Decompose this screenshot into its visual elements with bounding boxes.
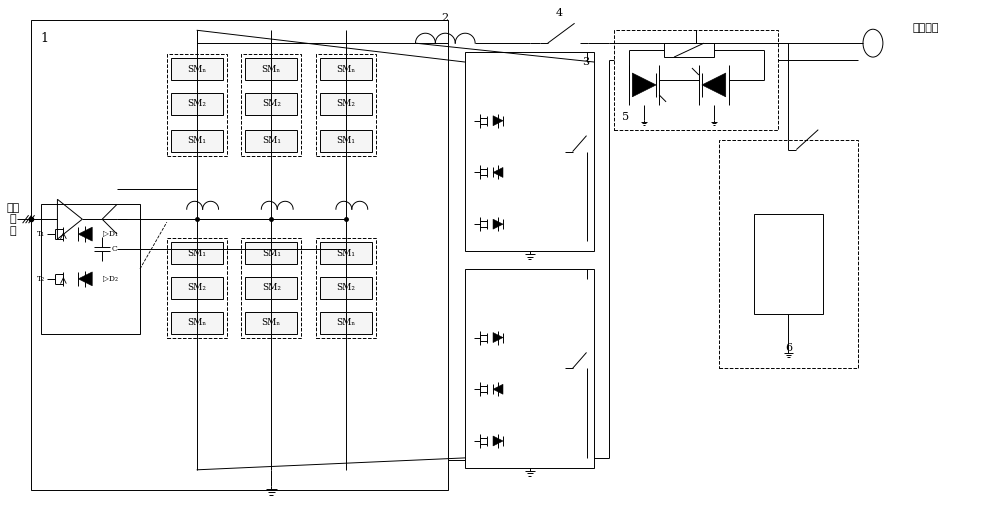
Bar	[320, 312, 372, 333]
Bar	[171, 130, 223, 152]
Text: 6: 6	[785, 344, 792, 353]
Text: 直流线路: 直流线路	[913, 23, 939, 33]
Bar	[31, 20, 448, 490]
Bar	[245, 93, 297, 115]
Polygon shape	[493, 167, 503, 178]
Bar	[320, 277, 372, 299]
Bar	[465, 269, 594, 468]
Bar	[316, 238, 376, 337]
Text: SM₂: SM₂	[187, 99, 206, 108]
Text: SM₂: SM₂	[336, 284, 355, 292]
Polygon shape	[493, 384, 503, 394]
Text: T₂: T₂	[36, 275, 45, 283]
Bar	[320, 130, 372, 152]
Bar	[171, 242, 223, 264]
Text: C: C	[111, 245, 117, 253]
Polygon shape	[78, 227, 92, 241]
Bar	[171, 93, 223, 115]
Bar	[465, 52, 594, 251]
Text: SM₂: SM₂	[262, 284, 281, 292]
Bar	[320, 93, 372, 115]
Text: SM₁: SM₁	[187, 136, 206, 145]
Text: SMₙ: SMₙ	[336, 65, 355, 73]
Text: 1: 1	[41, 32, 49, 45]
Bar	[171, 277, 223, 299]
Text: SMₙ: SMₙ	[262, 65, 281, 73]
Bar	[171, 312, 223, 333]
Text: SMₙ: SMₙ	[336, 318, 355, 327]
Bar	[664, 43, 714, 57]
Text: 4: 4	[556, 8, 563, 18]
Bar	[614, 30, 778, 130]
Text: SM₂: SM₂	[187, 284, 206, 292]
Bar	[167, 238, 227, 337]
Text: SMₙ: SMₙ	[187, 318, 206, 327]
Polygon shape	[632, 73, 656, 97]
Text: ▷D₁: ▷D₁	[103, 230, 118, 238]
Text: 交流
电
网: 交流 电 网	[6, 203, 19, 236]
Text: SM₂: SM₂	[262, 99, 281, 108]
Bar	[167, 54, 227, 156]
Bar	[41, 204, 140, 333]
Text: SM₁: SM₁	[336, 248, 355, 258]
Polygon shape	[702, 73, 726, 97]
Bar	[320, 58, 372, 80]
Text: ▷D₂: ▷D₂	[103, 275, 118, 283]
Text: SM₁: SM₁	[262, 136, 281, 145]
Text: SM₁: SM₁	[187, 248, 206, 258]
Text: SMₙ: SMₙ	[262, 318, 281, 327]
Bar	[171, 58, 223, 80]
Bar	[245, 277, 297, 299]
Bar	[241, 238, 301, 337]
Text: SM₁: SM₁	[336, 136, 355, 145]
Polygon shape	[493, 116, 503, 126]
Text: 2: 2	[442, 13, 449, 23]
Bar	[245, 312, 297, 333]
Bar	[754, 214, 823, 314]
Bar	[245, 130, 297, 152]
Bar	[241, 54, 301, 156]
Bar	[245, 58, 297, 80]
Text: SMₙ: SMₙ	[187, 65, 206, 73]
Bar	[316, 54, 376, 156]
Bar	[245, 242, 297, 264]
Polygon shape	[78, 272, 92, 286]
Polygon shape	[493, 332, 503, 343]
Text: 5: 5	[622, 112, 629, 122]
Text: T₁: T₁	[36, 230, 45, 238]
Text: 3: 3	[582, 57, 590, 67]
Bar	[719, 139, 858, 369]
Text: SM₂: SM₂	[336, 99, 355, 108]
Polygon shape	[493, 436, 503, 446]
Bar	[320, 242, 372, 264]
Polygon shape	[493, 219, 503, 229]
Text: SM₁: SM₁	[262, 248, 281, 258]
